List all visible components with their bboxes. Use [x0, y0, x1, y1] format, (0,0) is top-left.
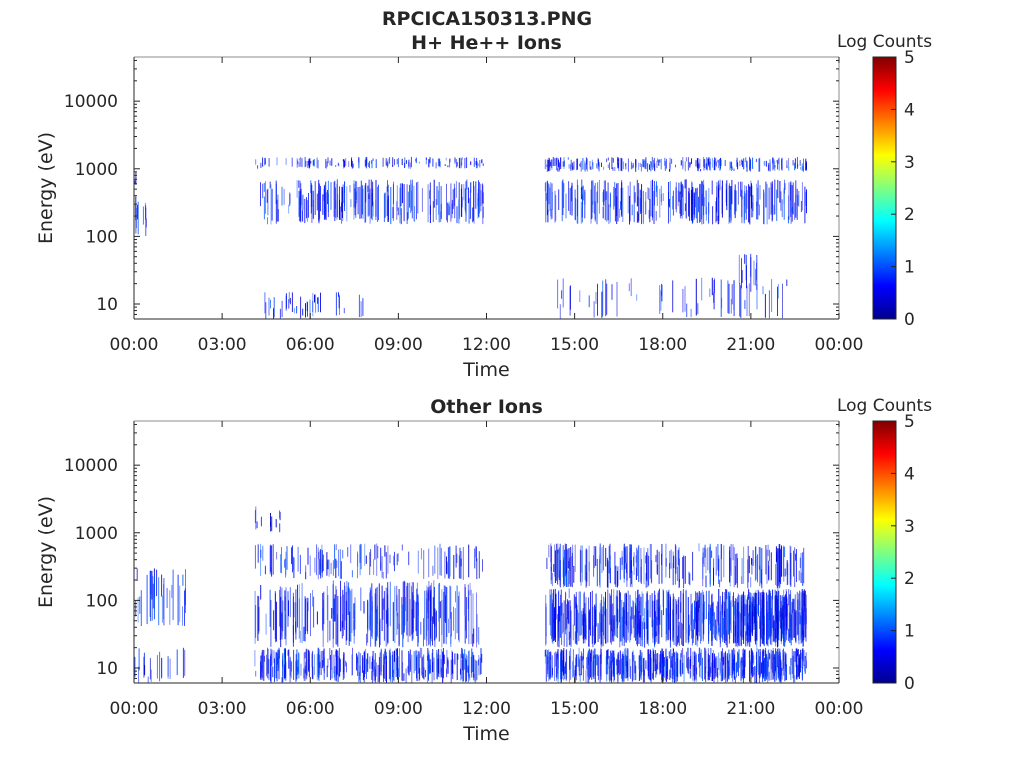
- y-tick-label: 10000: [64, 92, 118, 112]
- spectrogram-data: [134, 506, 807, 683]
- x-tick-label: 15:00: [550, 699, 599, 719]
- colorbar-tick-label: 0: [904, 674, 915, 694]
- x-axis-label: Time: [462, 359, 510, 381]
- colorbar-tick-label: 1: [904, 258, 915, 278]
- x-tick-label: 09:00: [374, 335, 423, 355]
- colorbar-tick-label: 4: [904, 100, 915, 120]
- plot-area: [134, 57, 839, 319]
- colorbar-tick-label: 0: [904, 310, 915, 330]
- y-axis-label: Energy (eV): [35, 496, 57, 608]
- x-tick-label: 06:00: [286, 335, 335, 355]
- y-tick-label: 100: [86, 227, 118, 247]
- x-tick-label: 21:00: [726, 699, 775, 719]
- x-tick-label: 12:00: [462, 335, 511, 355]
- spectrogram-panel-h-he-ions: H+ He++ Ions 00:00 03:00 06:00 09:00 12:00 15:…: [35, 32, 932, 381]
- x-tick-label: 00:00: [815, 699, 864, 719]
- y-tick-label: 1000: [75, 160, 118, 180]
- y-tick-label: 100: [86, 591, 118, 611]
- figure-title: RPCICA150313.PNG: [382, 8, 592, 30]
- colorbar-tick-label: 5: [904, 412, 915, 432]
- colorbar-tick-label: 4: [904, 464, 915, 484]
- colorbar-label: Log Counts: [837, 396, 932, 416]
- spectrogram-data: [134, 156, 807, 319]
- colorbar-tick-label: 1: [904, 622, 915, 642]
- x-tick-label: 15:00: [550, 335, 599, 355]
- colorbar-tick-label: 5: [904, 48, 915, 68]
- y-tick-label: 10: [96, 295, 118, 315]
- colorbar-tick-label: 3: [904, 153, 915, 173]
- x-axis-label: Time: [462, 723, 510, 745]
- x-tick-label: 03:00: [198, 699, 247, 719]
- y-axis-label: Energy (eV): [35, 132, 57, 244]
- spectrogram-panel-other-ions: Other Ions 00:00 03:00 06:00 09:00 12:00 15:00…: [35, 396, 932, 745]
- x-tick-label: 00:00: [110, 699, 159, 719]
- x-tick-label: 18:00: [638, 335, 687, 355]
- colorbar-tick-label: 3: [904, 517, 915, 537]
- panel-title: H+ He++ Ions: [411, 32, 562, 54]
- x-tick-label: 12:00: [462, 699, 511, 719]
- y-tick-label: 10: [96, 659, 118, 679]
- colorbar-label: Log Counts: [837, 32, 932, 52]
- x-tick-label: 21:00: [726, 335, 775, 355]
- x-tick-label: 00:00: [110, 335, 159, 355]
- panel-title: Other Ions: [430, 396, 543, 418]
- y-tick-label: 1000: [75, 524, 118, 544]
- x-tick-label: 09:00: [374, 699, 423, 719]
- x-tick-label: 06:00: [286, 699, 335, 719]
- colorbar: [872, 56, 897, 320]
- colorbar-tick-label: 2: [904, 569, 915, 589]
- x-tick-label: 00:00: [815, 335, 864, 355]
- y-tick-label: 10000: [64, 456, 118, 476]
- colorbar: [872, 420, 897, 684]
- x-tick-label: 18:00: [638, 699, 687, 719]
- x-tick-label: 03:00: [198, 335, 247, 355]
- colorbar-tick-label: 2: [904, 205, 915, 225]
